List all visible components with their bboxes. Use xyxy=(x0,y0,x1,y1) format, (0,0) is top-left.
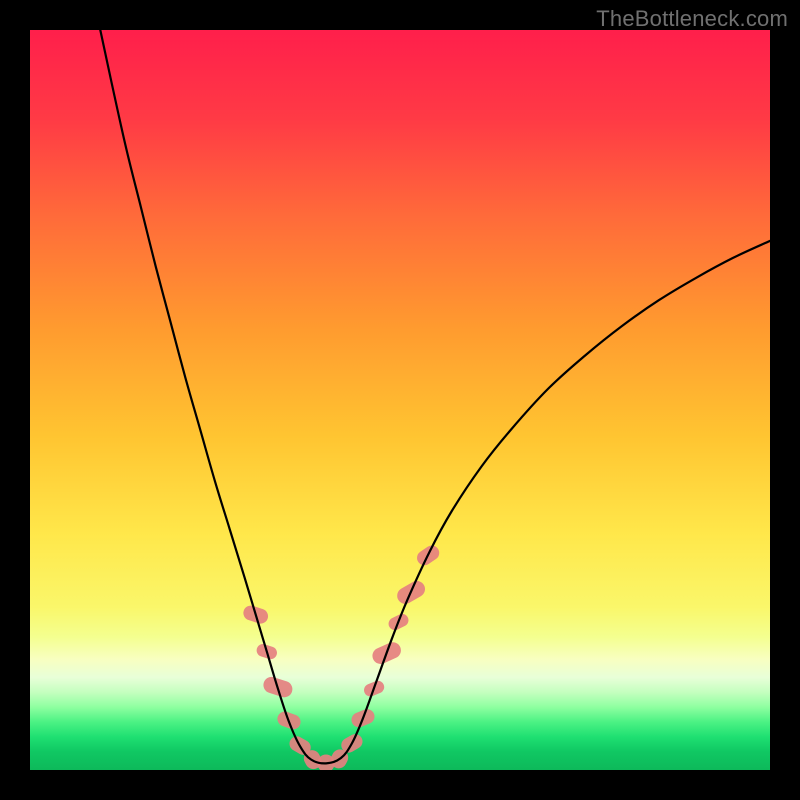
plot-area xyxy=(30,30,770,770)
curve-layer xyxy=(30,30,770,770)
v-curve xyxy=(100,30,770,763)
data-markers xyxy=(241,543,442,770)
chart-root: TheBottleneck.com xyxy=(0,0,800,800)
watermark-text: TheBottleneck.com xyxy=(596,6,788,32)
